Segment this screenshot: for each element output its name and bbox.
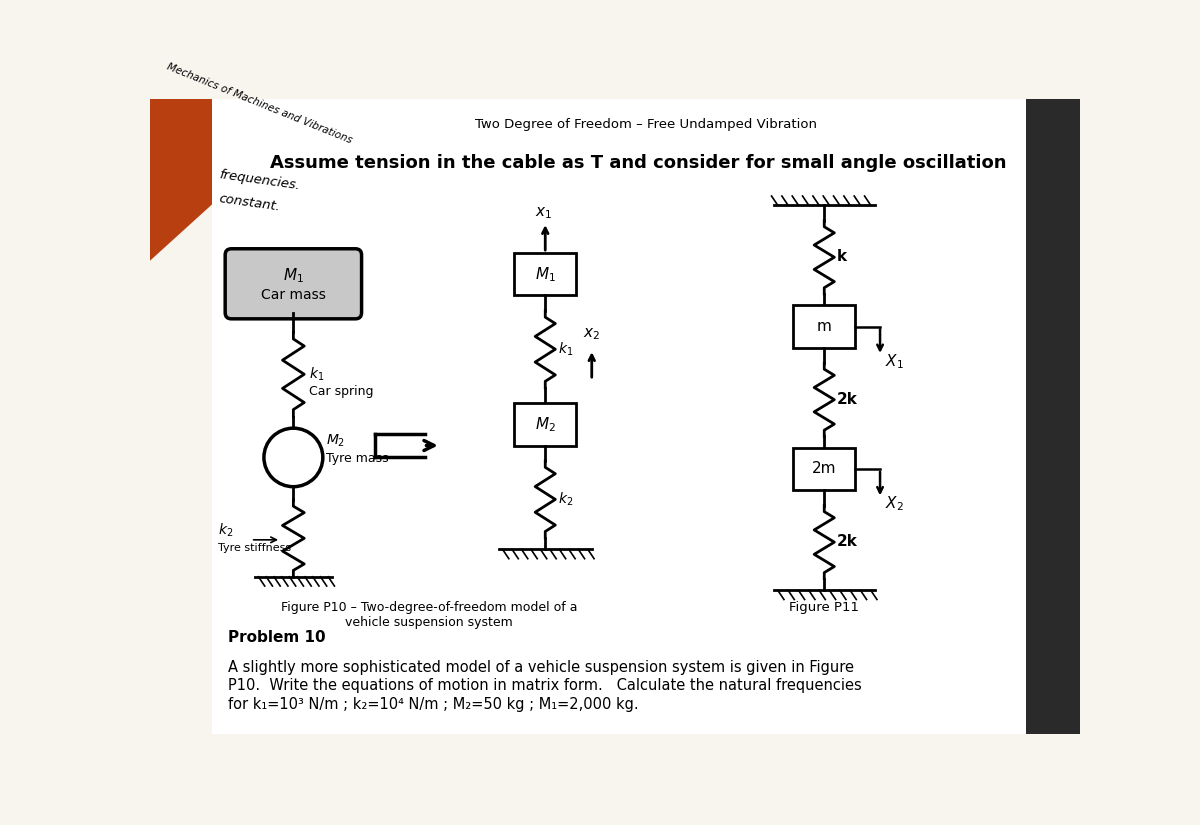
Text: for k₁=10³ N/m ; k₂=10⁴ N/m ; M₂=50 kg ; M₁=2,000 kg.: for k₁=10³ N/m ; k₂=10⁴ N/m ; M₂=50 kg ;… [228, 697, 638, 712]
Polygon shape [150, 99, 329, 261]
Text: Car spring: Car spring [308, 385, 373, 398]
FancyBboxPatch shape [793, 305, 856, 347]
Circle shape [264, 428, 323, 487]
Text: P10.  Write the equations of motion in matrix form.   Calculate the natural freq: P10. Write the equations of motion in ma… [228, 678, 862, 693]
Text: Car mass: Car mass [260, 289, 326, 302]
Text: 2k: 2k [836, 535, 858, 549]
Text: $k_2$: $k_2$ [558, 491, 572, 508]
Text: Tyre stiffness: Tyre stiffness [218, 543, 292, 553]
Text: $X_2$: $X_2$ [884, 494, 904, 513]
Text: $k_2$: $k_2$ [218, 522, 234, 540]
Text: vehicle suspension system: vehicle suspension system [346, 616, 512, 629]
Text: m: m [817, 319, 832, 334]
Text: A slightly more sophisticated model of a vehicle suspension system is given in F: A slightly more sophisticated model of a… [228, 660, 853, 675]
Polygon shape [212, 99, 1026, 734]
Text: $k_1$: $k_1$ [308, 365, 324, 383]
Text: 2k: 2k [836, 392, 858, 407]
Text: Assume tension in the cable as T and consider for small angle oscillation: Assume tension in the cable as T and con… [270, 154, 1007, 172]
FancyBboxPatch shape [515, 403, 576, 446]
Text: Mechanics of Machines and Vibrations: Mechanics of Machines and Vibrations [166, 62, 354, 146]
FancyBboxPatch shape [226, 249, 361, 318]
Polygon shape [1010, 99, 1080, 734]
Text: $x_1$: $x_1$ [535, 205, 552, 221]
Text: constant.: constant. [218, 192, 281, 214]
Text: 2m: 2m [812, 461, 836, 477]
Text: $x_2$: $x_2$ [583, 326, 600, 342]
Text: Figure P10 – Two-degree-of-freedom model of a: Figure P10 – Two-degree-of-freedom model… [281, 601, 577, 614]
Text: $M_1$: $M_1$ [535, 265, 556, 284]
FancyBboxPatch shape [793, 448, 856, 490]
Text: Figure P11: Figure P11 [790, 601, 859, 614]
Text: $M_2$: $M_2$ [326, 432, 346, 449]
Text: Two Degree of Freedom – Free Undamped Vibration: Two Degree of Freedom – Free Undamped Vi… [475, 118, 817, 131]
Text: k: k [836, 249, 847, 264]
FancyBboxPatch shape [515, 253, 576, 295]
Text: frequencies.: frequencies. [218, 168, 301, 193]
Text: $X_1$: $X_1$ [884, 351, 904, 370]
Text: Problem 10: Problem 10 [228, 630, 325, 645]
Text: $k_1$: $k_1$ [558, 341, 572, 358]
Text: $M_1$: $M_1$ [283, 266, 304, 285]
Text: $M_2$: $M_2$ [535, 415, 556, 434]
Text: Tyre mass: Tyre mass [326, 452, 389, 465]
